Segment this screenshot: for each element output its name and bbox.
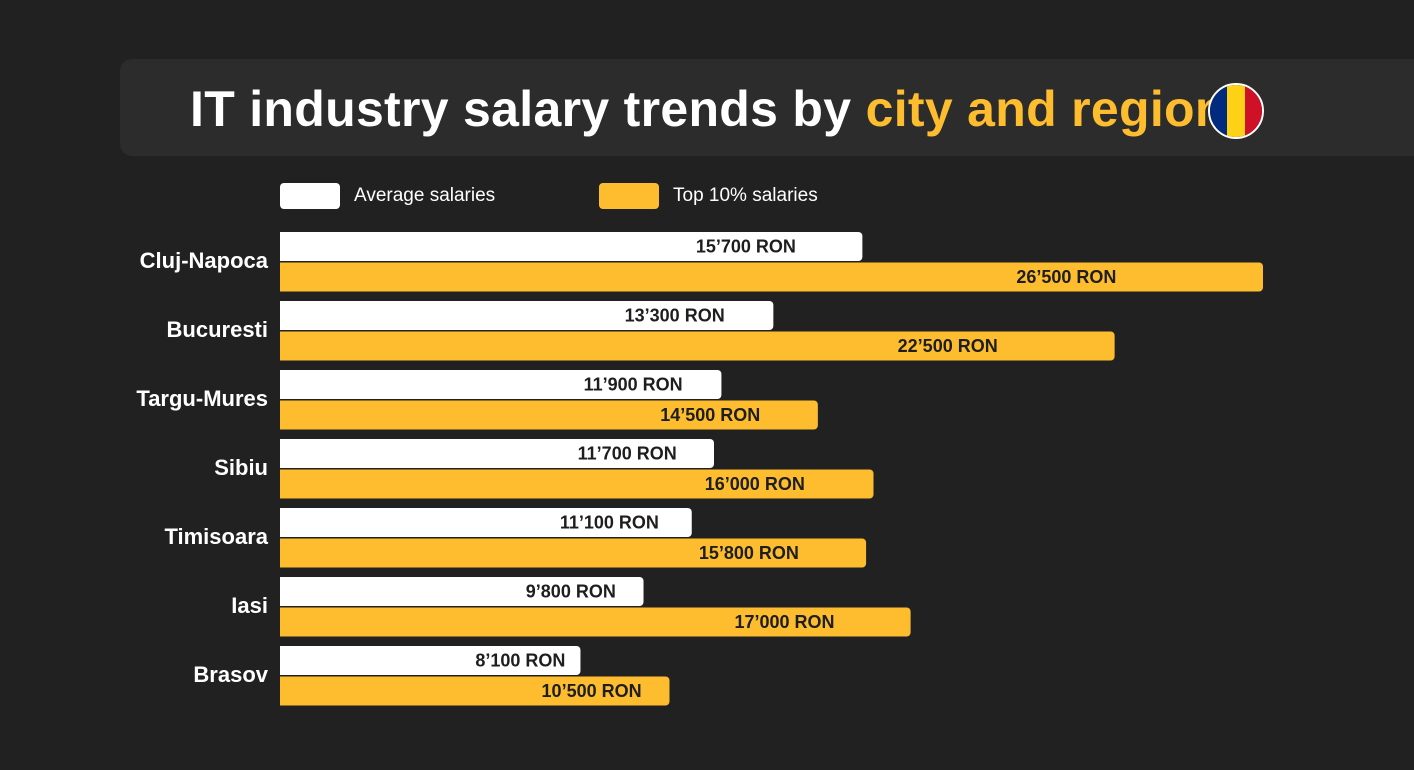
category-label-sibiu: Sibiu: [214, 455, 268, 480]
title-accent: city and region: [865, 81, 1226, 137]
legend-label-top10: Top 10% salaries: [673, 185, 818, 206]
legend-item-top10: Top 10% salaries: [599, 183, 818, 209]
value-label-average-brasov: 8’100 RON: [475, 650, 565, 670]
flag-stripe-yellow: [1227, 85, 1245, 137]
category-label-iasi: Iasi: [231, 593, 268, 618]
flag-stripe-blue: [1210, 85, 1228, 137]
legend-swatch-top10: [599, 183, 659, 209]
value-label-top10-timisoara: 15’800 RON: [699, 543, 799, 563]
legend-label-average: Average salaries: [354, 185, 496, 206]
page-title: IT industry salary trends by city and re…: [190, 80, 1226, 138]
bar-average-targu-mures: [280, 370, 722, 399]
title-main: IT industry salary trends by: [190, 81, 852, 137]
category-label-targu-mures: Targu-Mures: [136, 386, 268, 411]
bar-average-iasi: [280, 577, 644, 606]
legend-item-average: Average salaries: [280, 183, 495, 209]
category-label-cluj-napoca: Cluj-Napoca: [140, 248, 269, 273]
value-label-average-sibiu: 11’700 RON: [578, 443, 677, 463]
romania-flag-icon: [1208, 83, 1264, 139]
bar-top10-iasi: [280, 607, 911, 637]
value-label-average-cluj-napoca: 15’700 RON: [696, 236, 796, 256]
bar-top10-targu-mures: [280, 400, 818, 430]
bar-average-sibiu: [280, 439, 715, 468]
bar-top10-timisoara: [280, 538, 867, 568]
category-label-bucuresti: Bucuresti: [167, 317, 268, 342]
bar-average-timisoara: [280, 508, 692, 537]
value-label-top10-bucuresti: 22’500 RON: [898, 336, 998, 356]
value-label-average-bucuresti: 13’300 RON: [625, 305, 725, 325]
category-label-brasov: Brasov: [193, 662, 268, 687]
title-bar: [120, 59, 1414, 156]
value-label-average-iasi: 9’800 RON: [526, 581, 616, 601]
bar-average-bucuresti: [280, 301, 774, 330]
value-label-top10-sibiu: 16’000 RON: [705, 474, 805, 494]
value-label-top10-brasov: 10’500 RON: [542, 681, 642, 701]
bar-top10-brasov: [280, 676, 670, 706]
bar-top10-sibiu: [280, 469, 874, 499]
legend-swatch-average: [280, 183, 340, 209]
category-label-timisoara: Timisoara: [164, 524, 268, 549]
bar-average-cluj-napoca: [280, 232, 863, 261]
value-label-average-timisoara: 11’100 RON: [560, 512, 659, 532]
value-label-top10-iasi: 17’000 RON: [734, 612, 834, 632]
bar-top10-cluj-napoca: [280, 262, 1263, 292]
value-label-top10-targu-mures: 14’500 RON: [660, 405, 760, 425]
value-label-top10-cluj-napoca: 26’500 RON: [1016, 267, 1116, 287]
bar-top10-bucuresti: [280, 331, 1115, 361]
bar-average-brasov: [280, 646, 581, 675]
flag-stripe-red: [1244, 85, 1262, 137]
value-label-average-targu-mures: 11’900 RON: [584, 374, 683, 394]
